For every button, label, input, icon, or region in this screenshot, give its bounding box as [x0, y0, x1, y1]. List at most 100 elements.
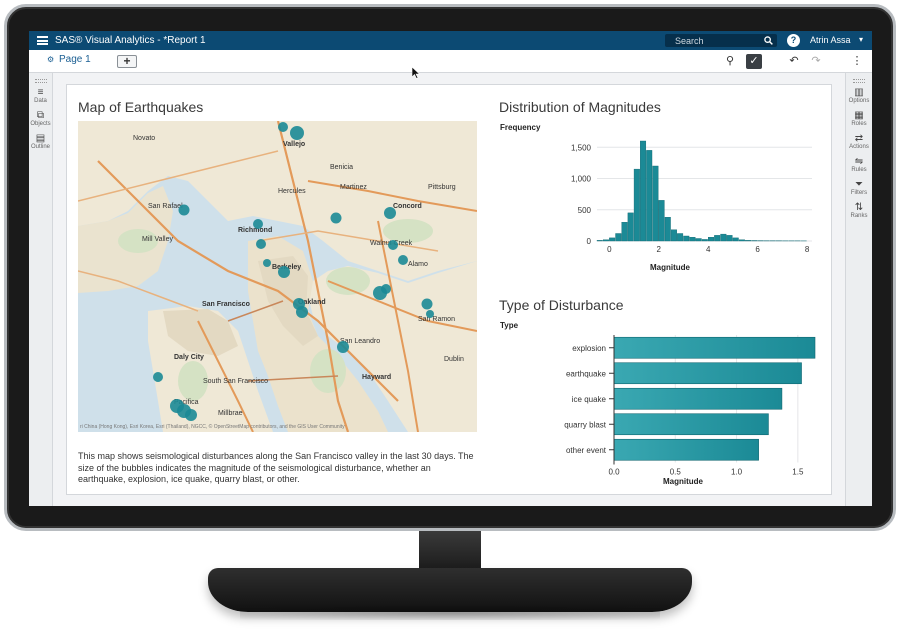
hamburger-menu-icon[interactable]: [37, 36, 48, 45]
more-options-icon[interactable]: ⋮: [851, 55, 863, 67]
search-box[interactable]: [665, 34, 777, 47]
histogram-bar[interactable]: [615, 233, 622, 242]
map-urban-oakland: [258, 256, 318, 346]
histogram-xtick-label: 4: [706, 245, 711, 254]
histogram-bar[interactable]: [640, 140, 647, 242]
right-rail-ranks[interactable]: ⇅ Ranks: [846, 202, 872, 220]
map-highway-1: [97, 160, 399, 402]
map-description: This map shows seismological disturbance…: [78, 451, 474, 484]
histogram-bar[interactable]: [658, 200, 665, 242]
histogram-bar[interactable]: [670, 229, 677, 242]
histogram-bar[interactable]: [701, 239, 708, 242]
map-label-hercules: Hercules: [278, 188, 306, 195]
right-rail-roles[interactable]: ▦ Roles: [846, 110, 872, 128]
disturbance-bar[interactable]: [613, 387, 783, 410]
app-screen: SAS® Visual Analytics - *Report 1 ? Atri…: [29, 31, 872, 506]
histogram-bar[interactable]: [689, 237, 696, 242]
disturbance-xtick-label: 1.5: [792, 468, 804, 477]
map-label-san-francisco: San Francisco: [202, 301, 250, 308]
disturbance-bar[interactable]: [613, 413, 769, 436]
magnitude-histogram[interactable]: 0 500 1,000 1,500 0 2 4 6 8: [487, 133, 817, 273]
disturbance-xtick-label: 0.5: [670, 468, 682, 477]
right-rail-filters[interactable]: ⏷ Filters: [846, 179, 872, 197]
histogram-bar[interactable]: [602, 239, 609, 242]
histogram-bar[interactable]: [652, 165, 659, 242]
histogram-bar[interactable]: [708, 237, 714, 242]
earthquake-bubble: [421, 298, 433, 310]
earthquake-bubble: [398, 255, 408, 265]
help-icon[interactable]: ?: [787, 34, 800, 47]
histogram-bar[interactable]: [695, 238, 702, 242]
left-rail-outline[interactable]: ▤ Outline: [30, 133, 50, 150]
histogram-bar[interactable]: [633, 168, 640, 242]
earthquake-map[interactable]: Novato Vallejo Benicia Martinez Hercules…: [78, 121, 477, 432]
search-input[interactable]: [675, 35, 755, 46]
map-label-millbrae: Millbrae: [218, 410, 243, 417]
disturbance-bar-chart[interactable]: explosion earthquake ice quake quarry blast…: [487, 327, 823, 477]
left-rail-objects[interactable]: ⧉ Objects: [30, 110, 51, 127]
map-label-south-san-francisco: South San Francisco: [203, 378, 268, 385]
right-rail-options[interactable]: ▥ Options: [846, 87, 872, 105]
map-label-concord: Concord: [393, 203, 422, 210]
validate-icon[interactable]: ✓: [746, 54, 762, 69]
histogram-bar[interactable]: [609, 237, 616, 242]
right-rail-rules[interactable]: ⇋ Rules: [846, 156, 872, 174]
histogram-bar[interactable]: [738, 239, 745, 242]
histogram-bar[interactable]: [646, 150, 653, 242]
undo-icon[interactable]: ↶: [789, 55, 799, 67]
map-highway-3: [197, 320, 254, 432]
histogram-bar[interactable]: [714, 235, 721, 242]
actions-icon: ⇄: [854, 133, 864, 144]
histogram-bar[interactable]: [745, 240, 752, 242]
rail-grip-handle[interactable]: [34, 79, 47, 83]
histogram-bar[interactable]: [627, 212, 634, 242]
histogram-ytick-label: 500: [578, 206, 592, 215]
histogram-bar[interactable]: [683, 235, 690, 242]
map-park-1: [118, 229, 158, 253]
disturbance-bar[interactable]: [613, 438, 759, 461]
histogram-ytick-label: 0: [587, 237, 592, 246]
disturbance-bar[interactable]: [613, 362, 802, 385]
rail-grip-handle[interactable]: [853, 79, 865, 83]
left-rail-data[interactable]: ≡ Data: [29, 87, 52, 105]
histogram-bar[interactable]: [732, 237, 739, 242]
earthquake-bubble: [253, 219, 263, 229]
app-title: SAS® Visual Analytics - *Report 1: [55, 35, 206, 46]
earthquake-bubble: [278, 122, 288, 132]
map-san-mateo-bridge: [247, 375, 339, 382]
map-highway-9: [78, 270, 199, 312]
histogram-bar[interactable]: [751, 240, 758, 242]
disturbance-bar[interactable]: [613, 336, 816, 359]
map-label-hayward: Hayward: [362, 374, 391, 381]
histogram-bar[interactable]: [596, 240, 603, 242]
earthquake-bubble: [290, 126, 304, 140]
search-icon[interactable]: [764, 36, 773, 45]
map-park-5: [310, 349, 346, 393]
outline-icon: ▤: [35, 133, 46, 144]
options-icon: ▥: [854, 87, 864, 98]
user-menu[interactable]: Atrin Assa: [810, 35, 851, 45]
map-label-richmond: Richmond: [238, 227, 272, 234]
histogram-bar[interactable]: [677, 233, 684, 242]
redo-icon[interactable]: ↷: [811, 55, 821, 67]
tab-page-1[interactable]: ⚙ Page 1: [47, 54, 91, 69]
histogram-bar[interactable]: [621, 222, 628, 242]
page-settings-icon[interactable]: ⚙: [47, 55, 55, 64]
filter-toggle-icon[interactable]: ⚲: [725, 55, 735, 67]
map-park-3: [383, 219, 433, 243]
histogram-bar[interactable]: [720, 233, 727, 242]
page-tab-label: Page 1: [59, 54, 91, 65]
add-page-button[interactable]: +: [117, 55, 137, 68]
chevron-down-icon[interactable]: ▾: [859, 35, 864, 44]
map-label-pittsburg: Pittsburg: [428, 184, 456, 191]
map-attribution: ri China (Hong Kong), Esri Korea, Esri (…: [80, 423, 345, 430]
histogram-bar[interactable]: [726, 235, 733, 242]
monitor-shadow: [240, 606, 660, 620]
filter-icon: ⏷: [855, 179, 863, 190]
histogram-ylabel: Frequency: [500, 123, 541, 132]
earthquake-bubble: [337, 341, 349, 353]
histogram-bar[interactable]: [664, 217, 671, 242]
right-rail-actions[interactable]: ⇄ Actions: [846, 133, 872, 151]
disturbance-chart-title: Type of Disturbance: [499, 297, 624, 313]
histogram-xtick-label: 8: [805, 245, 810, 254]
